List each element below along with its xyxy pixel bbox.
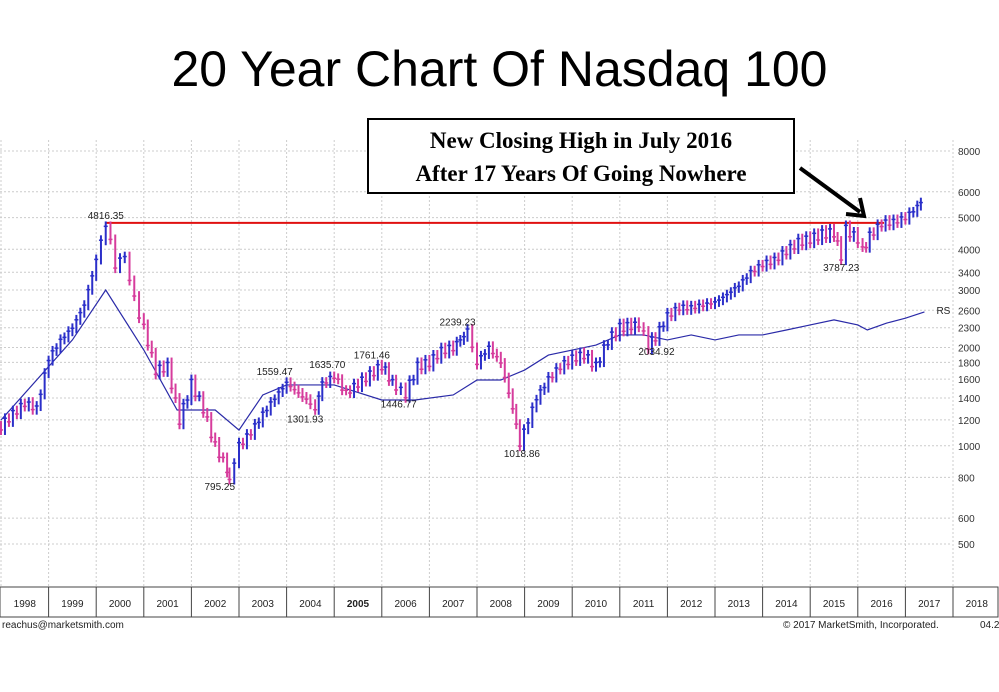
- chart-annotation: 2034.92: [638, 347, 675, 358]
- x-tick-label: 2008: [490, 599, 513, 610]
- page-title: 20 Year Chart Of Nasdaq 100: [171, 41, 828, 97]
- x-tick-label: 1999: [61, 599, 84, 610]
- y-tick-label: 1000: [958, 442, 981, 453]
- annotation-box: New Closing High in July 2016 After 17 Y…: [367, 118, 795, 194]
- chart-annotation: 4816.35: [88, 211, 125, 222]
- x-tick-label: 2009: [537, 599, 560, 610]
- y-tick-label: 1400: [958, 394, 981, 405]
- y-tick-label: 2300: [958, 324, 981, 335]
- x-tick-label: 2018: [966, 599, 989, 610]
- x-tick-label: 2016: [870, 599, 893, 610]
- y-tick-label: 4000: [958, 245, 981, 256]
- x-tick-label: 2005: [347, 599, 370, 610]
- y-tick-label: 1200: [958, 416, 981, 427]
- y-tick-label: 2000: [958, 344, 981, 355]
- chart-annotation: 1018.86: [504, 449, 541, 460]
- footer-copyright: © 2017 MarketSmith, Incorporated.: [783, 620, 939, 631]
- chart-annotation: 795.25: [204, 482, 235, 493]
- x-tick-label: 2014: [775, 599, 798, 610]
- y-tick-label: 2600: [958, 306, 981, 317]
- y-tick-label: 3000: [958, 286, 981, 297]
- chart-annotation: 1446.77: [381, 399, 418, 410]
- x-tick-label: 2001: [156, 599, 179, 610]
- chart-annotation: 1635.70: [309, 360, 346, 371]
- x-tick-label: 2004: [299, 599, 322, 610]
- x-tick-label: 2000: [109, 599, 132, 610]
- y-tick-label: 600: [958, 514, 975, 525]
- y-tick-label: 1800: [958, 358, 981, 369]
- arrow-shaft: [798, 166, 862, 214]
- x-tick-label: 2010: [585, 599, 608, 610]
- chart-annotation: 1761.46: [354, 351, 391, 362]
- chart-annotation: 1559.47: [257, 367, 294, 378]
- y-tick-label: 800: [958, 473, 975, 484]
- chart-annotation: 1301.93: [287, 414, 324, 425]
- x-tick-label: 1998: [14, 599, 37, 610]
- x-tick-label: 2011: [633, 599, 655, 610]
- x-tick-label: 2006: [394, 599, 417, 610]
- x-tick-label: 2013: [728, 599, 751, 610]
- chart-annotation: RS: [936, 306, 950, 317]
- rs-line: [0, 288, 925, 431]
- footer-date: 04.2: [980, 620, 999, 631]
- x-axis-box: [0, 586, 999, 618]
- x-tick-label: 2002: [204, 599, 227, 610]
- y-tick-label: 500: [958, 540, 975, 551]
- x-tick-label: 2015: [823, 599, 846, 610]
- y-tick-label: 1600: [958, 375, 981, 386]
- chart-annotation: 2239.23: [439, 317, 476, 328]
- y-tick-label: 3400: [958, 268, 981, 279]
- annotation-line-1: New Closing High in July 2016: [429, 128, 733, 153]
- x-tick-label: 2007: [442, 599, 465, 610]
- arrow-head-icon: [845, 197, 867, 219]
- y-tick-label: 8000: [958, 147, 981, 158]
- chart-annotation: 3787.23: [823, 263, 860, 274]
- y-tick-label: 5000: [958, 214, 981, 225]
- x-tick-label: 2017: [918, 599, 941, 610]
- x-tick-label: 2012: [680, 599, 703, 610]
- y-tick-label: 6000: [958, 188, 981, 199]
- annotation-line-2: After 17 Years Of Going Nowhere: [415, 161, 747, 186]
- x-tick-label: 2003: [252, 599, 275, 610]
- footer-email: reachus@marketsmith.com: [2, 620, 124, 631]
